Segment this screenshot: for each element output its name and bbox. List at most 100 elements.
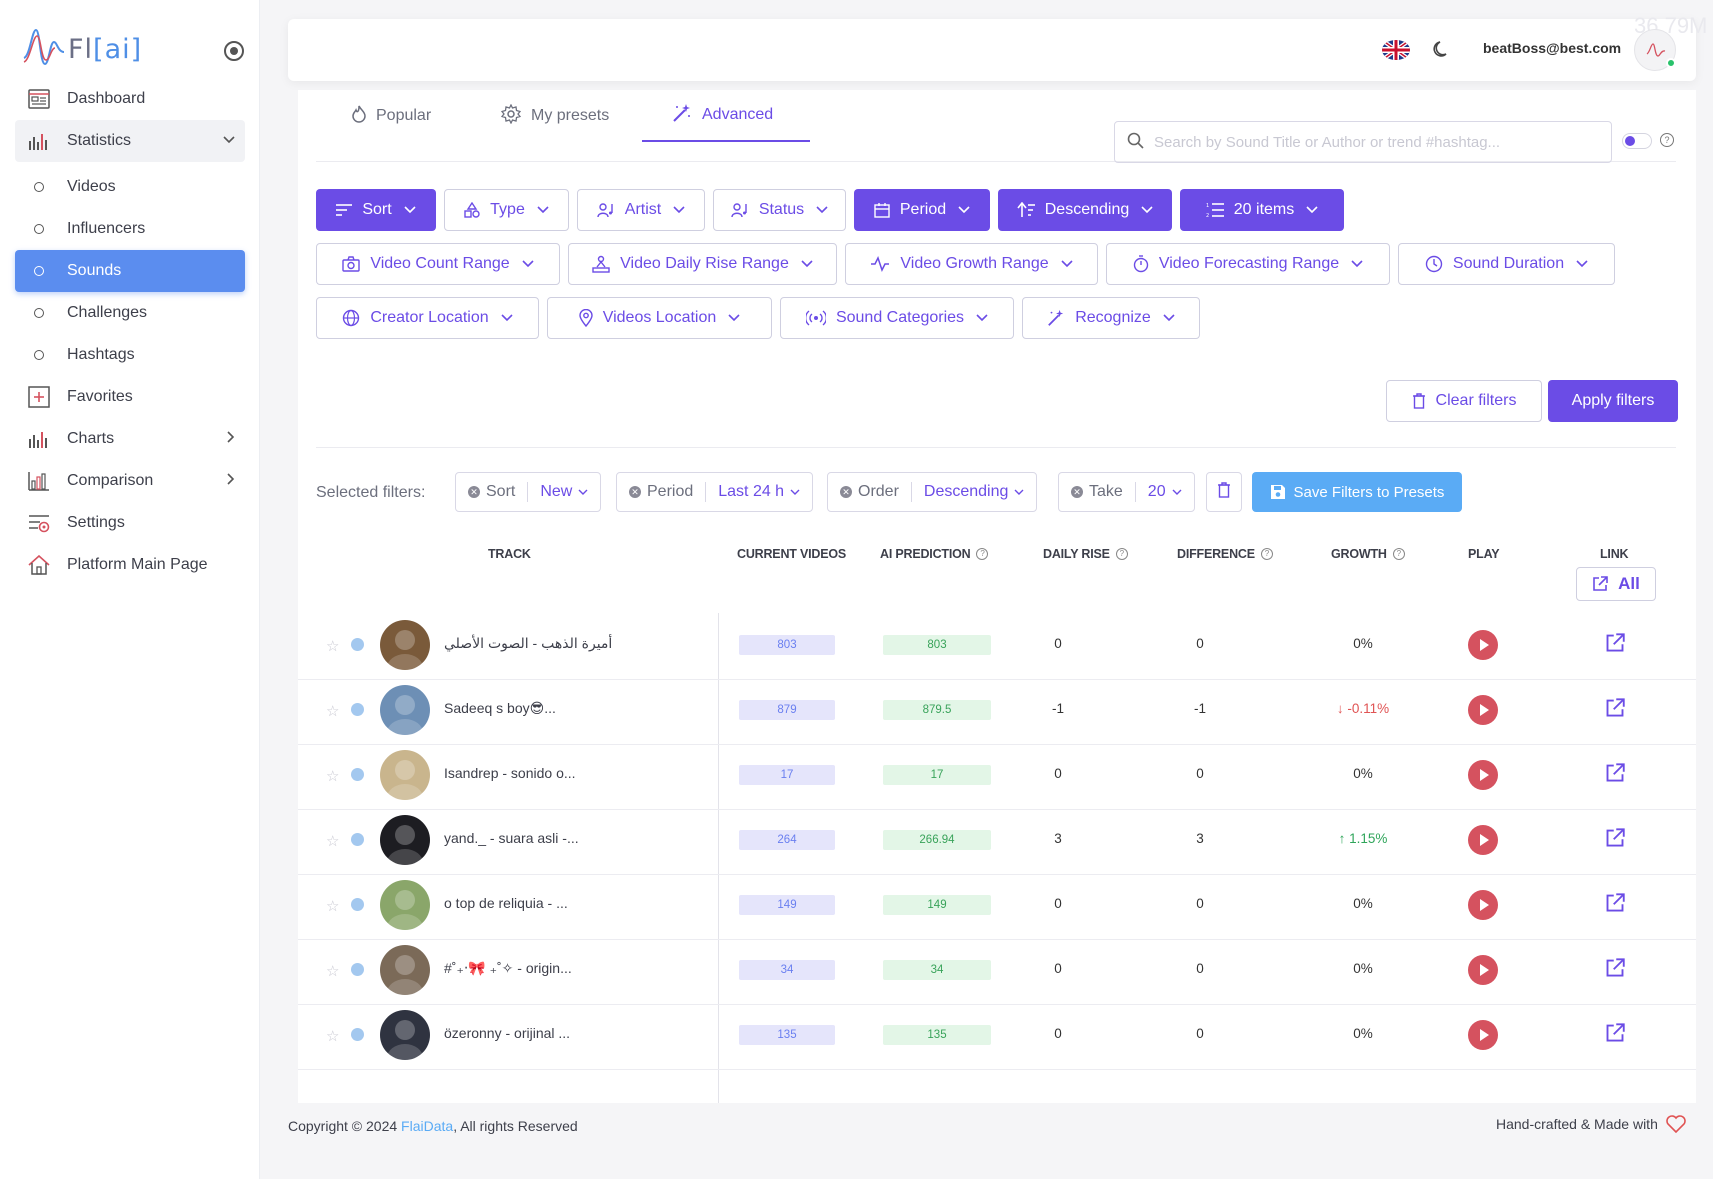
magic-wand-icon — [1047, 309, 1065, 327]
period-filter-button[interactable]: Period — [854, 189, 990, 231]
external-link-icon[interactable] — [1605, 763, 1625, 783]
video-daily-rise-range-button[interactable]: Video Daily Rise Range — [568, 243, 837, 285]
sidebar-item-comparison[interactable]: Comparison — [15, 460, 245, 502]
remove-chip-icon[interactable]: ✕ — [468, 486, 480, 498]
favorite-star-icon[interactable]: ☆ — [326, 898, 340, 915]
remove-chip-icon[interactable]: ✕ — [629, 486, 641, 498]
avatar[interactable] — [1634, 29, 1676, 71]
help-icon[interactable]: ? — [976, 548, 989, 560]
sidebar-item-hashtags[interactable]: Hashtags — [15, 334, 245, 376]
artist-filter-button[interactable]: Artist — [577, 189, 705, 231]
remove-chip-icon[interactable]: ✕ — [840, 486, 852, 498]
sidebar-item-settings[interactable]: Settings — [15, 502, 245, 544]
video-growth-range-button[interactable]: Video Growth Range — [845, 243, 1098, 285]
recognize-button[interactable]: Recognize — [1022, 297, 1200, 339]
column-header-current-videos[interactable]: CURRENT VIDEOS — [737, 547, 847, 561]
brand-link[interactable]: FlaiData — [401, 1118, 454, 1134]
videos-location-button[interactable]: Videos Location — [547, 297, 772, 339]
favorite-star-icon[interactable]: ☆ — [326, 768, 340, 785]
sort-filter-button[interactable]: Sort — [316, 189, 436, 231]
logo[interactable]: Fl[ai] — [22, 24, 244, 72]
track-title[interactable]: Sadeeq s boy😎... — [444, 700, 556, 716]
status-filter-button[interactable]: Status — [713, 189, 846, 231]
external-link-icon[interactable] — [1605, 633, 1625, 653]
play-button[interactable] — [1468, 630, 1498, 660]
creator-location-button[interactable]: Creator Location — [316, 297, 539, 339]
sound-categories-button[interactable]: Sound Categories — [780, 297, 1014, 339]
favorite-star-icon[interactable]: ☆ — [326, 1028, 340, 1045]
order-filter-button[interactable]: Descending — [998, 189, 1172, 231]
column-header-track[interactable]: TRACK — [488, 547, 531, 561]
uk-flag-icon[interactable] — [1382, 40, 1410, 60]
search-mode-toggle[interactable] — [1622, 133, 1652, 149]
search-input[interactable] — [1154, 133, 1574, 151]
clear-filters-button[interactable]: Clear filters — [1386, 380, 1542, 422]
column-header-daily-rise[interactable]: DAILY RISE? — [1043, 547, 1128, 561]
video-forecasting-range-button[interactable]: Video Forecasting Range — [1106, 243, 1390, 285]
help-icon[interactable]: ? — [1660, 133, 1674, 147]
remove-chip-icon[interactable]: ✕ — [1071, 486, 1083, 498]
track-avatar[interactable] — [380, 880, 430, 930]
track-avatar[interactable] — [380, 815, 430, 865]
favorite-star-icon[interactable]: ☆ — [326, 703, 340, 720]
column-header-growth[interactable]: GROWTH? — [1331, 547, 1405, 561]
play-button[interactable] — [1468, 955, 1498, 985]
sidebar-item-sounds[interactable]: Sounds — [15, 250, 245, 292]
sidebar-item-dashboard[interactable]: Dashboard — [15, 78, 245, 120]
external-link-icon[interactable] — [1605, 958, 1625, 978]
track-title[interactable]: #˚₊‧🎀 ₊˚✧ - origin... — [444, 960, 572, 976]
help-icon[interactable]: ? — [1392, 548, 1405, 560]
favorite-star-icon[interactable]: ☆ — [326, 833, 340, 850]
sidebar-item-videos[interactable]: Videos — [15, 166, 245, 208]
save-filters-button[interactable]: Save Filters to Presets — [1252, 472, 1462, 512]
track-avatar[interactable] — [380, 750, 430, 800]
track-avatar[interactable] — [380, 620, 430, 670]
selected-chip-take[interactable]: ✕ Take 20 — [1058, 472, 1195, 512]
open-all-links-button[interactable]: All — [1576, 567, 1656, 601]
tab-popular[interactable]: Popular — [352, 90, 431, 142]
column-header-difference[interactable]: DIFFERENCE? — [1177, 547, 1273, 561]
help-icon[interactable]: ? — [1260, 548, 1273, 560]
tab-my-presets[interactable]: My presets — [500, 90, 609, 142]
video-count-range-button[interactable]: Video Count Range — [316, 243, 560, 285]
selected-chip-period[interactable]: ✕ Period Last 24 h — [616, 472, 814, 512]
clear-selected-button[interactable] — [1206, 472, 1242, 512]
type-filter-button[interactable]: Type — [444, 189, 569, 231]
play-button[interactable] — [1468, 760, 1498, 790]
track-title[interactable]: أميرة الذهب - الصوت الأصلي — [444, 635, 613, 651]
user-email[interactable]: beatBoss@best.com — [1483, 40, 1622, 56]
help-icon[interactable]: ? — [1115, 548, 1128, 560]
track-title[interactable]: özeronny - orijinal ... — [444, 1025, 571, 1041]
track-avatar[interactable] — [380, 1010, 430, 1060]
sidebar-item-charts[interactable]: Charts — [15, 418, 245, 460]
sidebar-item-favorites[interactable]: Favorites — [15, 376, 245, 418]
sidebar-item-influencers[interactable]: Influencers — [15, 208, 245, 250]
track-avatar[interactable] — [380, 945, 430, 995]
sidebar-item-statistics[interactable]: Statistics — [15, 120, 245, 162]
play-button[interactable] — [1468, 695, 1498, 725]
apply-filters-button[interactable]: Apply filters — [1548, 380, 1678, 422]
favorite-star-icon[interactable]: ☆ — [326, 963, 340, 980]
track-title[interactable]: yand._ - suara asli -... — [444, 830, 579, 846]
play-button[interactable] — [1468, 825, 1498, 855]
external-link-icon[interactable] — [1605, 893, 1625, 913]
sidebar-item-challenges[interactable]: Challenges — [15, 292, 245, 334]
sound-duration-button[interactable]: Sound Duration — [1398, 243, 1615, 285]
play-button[interactable] — [1468, 1020, 1498, 1050]
external-link-icon[interactable] — [1605, 828, 1625, 848]
sidebar-toggle-icon[interactable] — [224, 41, 244, 61]
play-button[interactable] — [1468, 890, 1498, 920]
external-link-icon[interactable] — [1605, 698, 1625, 718]
moon-icon[interactable] — [1432, 39, 1452, 64]
column-header-ai-prediction[interactable]: AI PREDICTION? — [880, 547, 989, 561]
sidebar-item-platform-main-page[interactable]: Platform Main Page — [15, 544, 245, 586]
external-link-icon[interactable] — [1605, 1023, 1625, 1043]
tab-advanced[interactable]: Advanced — [642, 90, 810, 142]
track-title[interactable]: o top de reliquia - ... — [444, 895, 568, 911]
selected-chip-sort[interactable]: ✕ Sort New — [455, 472, 602, 512]
favorite-star-icon[interactable]: ☆ — [326, 638, 340, 655]
track-title[interactable]: Isandrep - sonido o... — [444, 765, 576, 781]
track-avatar[interactable] — [380, 685, 430, 735]
selected-chip-order[interactable]: ✕ Order Descending — [827, 472, 1038, 512]
